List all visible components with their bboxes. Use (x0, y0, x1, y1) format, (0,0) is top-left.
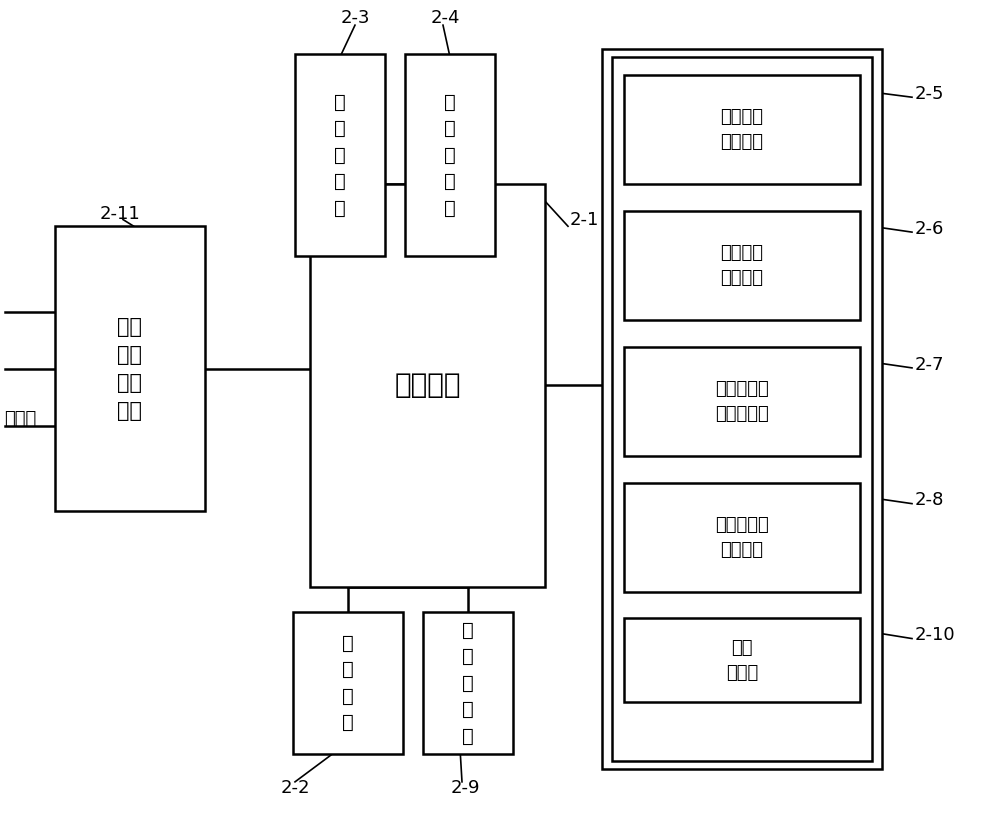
Text: 第二
电波
力模
载块: 第二 电波 力模 载块 (118, 317, 143, 421)
Bar (624, 618, 860, 702)
Text: 2-5: 2-5 (915, 85, 944, 103)
Bar (293, 612, 403, 754)
Bar (602, 49, 882, 769)
Text: 2-7: 2-7 (915, 355, 944, 374)
Bar (423, 612, 513, 754)
Text: 2-11: 2-11 (100, 204, 140, 223)
Bar (624, 75, 860, 184)
Text: 湿
度
传
感
器: 湿 度 传 感 器 (444, 92, 456, 218)
Bar (295, 54, 385, 256)
Text: 微处理器: 微处理器 (394, 371, 461, 400)
Text: 2-8: 2-8 (915, 491, 944, 510)
Text: 2-3: 2-3 (340, 9, 370, 28)
Text: 阴极电压
采集电路: 阴极电压 采集电路 (720, 244, 764, 287)
Text: 电磁铁电流
采集电路: 电磁铁电流 采集电路 (715, 515, 769, 559)
Bar (310, 184, 545, 587)
Bar (405, 54, 495, 256)
Bar (612, 57, 872, 761)
Text: 2-9: 2-9 (450, 779, 480, 797)
Text: 2-6: 2-6 (915, 220, 944, 238)
Text: 阳极电流
采集电路: 阳极电流 采集电路 (720, 108, 764, 152)
Text: 灯丝电流电
压采集电路: 灯丝电流电 压采集电路 (715, 380, 769, 423)
Text: 2-2: 2-2 (280, 779, 310, 797)
Text: 第二
继电器: 第二 继电器 (726, 639, 758, 682)
Bar (624, 347, 860, 456)
Bar (624, 483, 860, 592)
Text: 2-10: 2-10 (915, 626, 956, 644)
Text: 电
源
模
块: 电 源 模 块 (342, 634, 354, 732)
Text: 2-1: 2-1 (570, 211, 599, 230)
Text: 电力线: 电力线 (4, 410, 36, 428)
Text: 2-4: 2-4 (430, 9, 460, 28)
Bar (624, 211, 860, 320)
Bar (55, 226, 205, 511)
Text: 温
度
传
感
器: 温 度 传 感 器 (334, 92, 346, 218)
Text: 第
一
继
电
器: 第 一 继 电 器 (462, 620, 474, 746)
